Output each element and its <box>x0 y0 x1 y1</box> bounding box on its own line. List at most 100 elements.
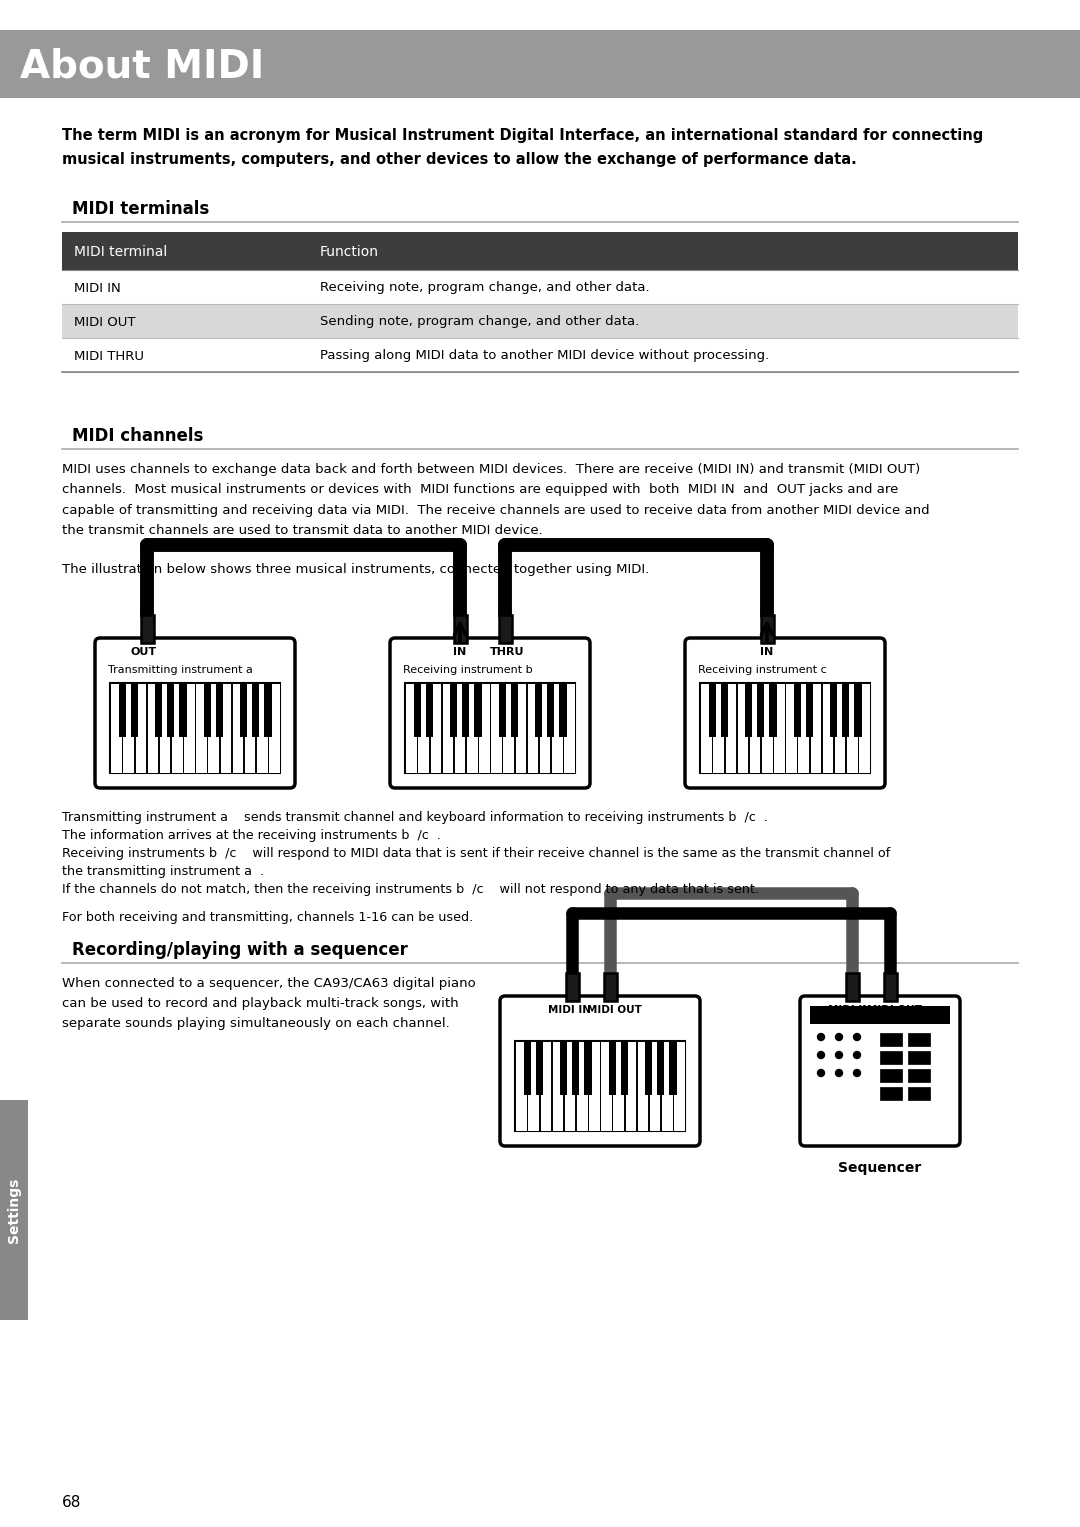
Text: Passing along MIDI data to another MIDI device without processing.: Passing along MIDI data to another MIDI … <box>320 350 769 362</box>
Text: musical instruments, computers, and other devices to allow the exchange of perfo: musical instruments, computers, and othe… <box>62 153 856 166</box>
FancyBboxPatch shape <box>390 638 590 788</box>
Bar <box>761 683 772 773</box>
Text: Receiving instrument c: Receiving instrument c <box>698 664 827 675</box>
Bar <box>524 1041 530 1095</box>
Text: OUT: OUT <box>131 647 157 657</box>
Bar <box>490 683 502 773</box>
Bar <box>171 683 183 773</box>
Text: Function: Function <box>320 244 379 260</box>
Text: Receiving note, program change, and other data.: Receiving note, program change, and othe… <box>320 281 650 295</box>
Text: If the channels do not match, then the receiving instruments b  /c    will not r: If the channels do not match, then the r… <box>62 883 759 896</box>
Bar <box>673 1041 685 1132</box>
Bar <box>405 683 575 773</box>
Bar <box>773 683 785 773</box>
Text: MIDI channels: MIDI channels <box>72 428 203 444</box>
Bar <box>62 232 1018 270</box>
Text: The illustration below shows three musical instruments, connected together using: The illustration below shows three music… <box>62 563 649 576</box>
Bar <box>908 1069 930 1083</box>
Bar <box>859 683 869 773</box>
Bar <box>854 683 862 738</box>
Bar <box>62 304 1018 337</box>
Text: MIDI IN: MIDI IN <box>75 281 121 295</box>
Bar <box>240 683 247 738</box>
Bar <box>908 1032 930 1046</box>
Bar <box>708 683 716 738</box>
Bar <box>757 683 765 738</box>
Text: Settings: Settings <box>6 1177 21 1243</box>
Text: MIDI IN: MIDI IN <box>828 1005 872 1015</box>
Bar <box>502 683 514 773</box>
Bar <box>566 973 579 1002</box>
Bar <box>131 683 138 738</box>
Bar <box>880 1051 902 1064</box>
Bar <box>670 1041 676 1095</box>
Bar <box>713 683 724 773</box>
Bar <box>637 1041 648 1132</box>
Bar <box>135 683 146 773</box>
Bar <box>806 683 813 738</box>
Bar <box>842 683 849 738</box>
Bar <box>167 683 174 738</box>
Bar <box>527 683 538 773</box>
Bar <box>748 683 760 773</box>
Bar <box>794 683 800 738</box>
Text: IN: IN <box>454 647 467 657</box>
Bar <box>760 615 773 643</box>
Bar <box>624 1041 636 1132</box>
Bar <box>880 1069 902 1083</box>
FancyBboxPatch shape <box>95 638 295 788</box>
Bar <box>219 683 231 773</box>
Bar <box>829 683 837 738</box>
Text: the transmitting instrument a  .: the transmitting instrument a . <box>62 864 265 878</box>
Bar <box>418 683 429 773</box>
Bar <box>462 683 470 738</box>
Bar <box>536 1041 543 1095</box>
Bar <box>515 1041 527 1132</box>
Bar <box>535 683 542 738</box>
Bar <box>737 683 748 773</box>
Circle shape <box>818 1069 824 1077</box>
Bar <box>539 683 551 773</box>
Bar <box>265 683 271 738</box>
Bar <box>846 683 858 773</box>
Bar <box>810 1006 950 1025</box>
Bar <box>649 1041 660 1132</box>
Bar <box>564 1041 576 1132</box>
Bar <box>822 683 834 773</box>
Bar <box>256 683 268 773</box>
Bar <box>908 1087 930 1099</box>
Text: About MIDI: About MIDI <box>21 47 265 86</box>
Bar <box>515 1041 685 1132</box>
Text: Transmitting instrument a: Transmitting instrument a <box>108 664 253 675</box>
Bar <box>514 683 526 773</box>
Circle shape <box>836 1034 842 1040</box>
Text: MIDI OUT: MIDI OUT <box>586 1005 642 1015</box>
Text: Sending note, program change, and other data.: Sending note, program change, and other … <box>320 316 639 328</box>
Text: Receiving instruments b  /c    will respond to MIDI data that is sent if their r: Receiving instruments b /c will respond … <box>62 847 890 860</box>
Text: MIDI OUT: MIDI OUT <box>75 316 135 328</box>
Text: THRU: THRU <box>489 647 524 657</box>
Bar <box>810 683 821 773</box>
Text: Recording/playing with a sequencer: Recording/playing with a sequencer <box>72 941 408 959</box>
Text: The information arrives at the receiving instruments b  /c  .: The information arrives at the receiving… <box>62 829 441 841</box>
Bar <box>661 1041 673 1132</box>
Text: can be used to record and playback multi-track songs, with: can be used to record and playback multi… <box>62 997 459 1009</box>
Bar <box>572 1041 579 1095</box>
Bar <box>559 1041 567 1095</box>
Bar <box>414 683 421 738</box>
Bar <box>244 683 255 773</box>
Circle shape <box>853 1034 861 1040</box>
Text: 68: 68 <box>62 1495 81 1510</box>
Bar <box>499 683 505 738</box>
Bar <box>478 683 489 773</box>
Text: MIDI THRU: MIDI THRU <box>75 350 144 362</box>
Bar <box>474 683 482 738</box>
Bar <box>450 683 457 738</box>
Bar <box>184 683 194 773</box>
Bar <box>700 683 712 773</box>
Bar <box>745 683 752 738</box>
Circle shape <box>853 1052 861 1058</box>
Bar <box>589 1041 599 1132</box>
Bar <box>207 683 219 773</box>
FancyBboxPatch shape <box>685 638 885 788</box>
